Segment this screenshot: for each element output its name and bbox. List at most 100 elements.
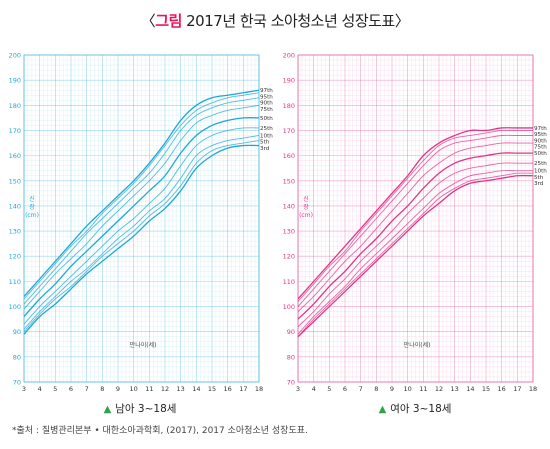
y-tick-label: 70 — [287, 379, 295, 387]
y-tick-label: 170 — [9, 127, 21, 135]
x-tick-label: 3 — [22, 385, 26, 393]
series-label-95th: 95th — [260, 94, 273, 100]
y-tick-label: 80 — [287, 353, 295, 361]
series-line-10th — [23, 135, 260, 330]
caption-boys-label: 남아 3~18세 — [115, 403, 177, 415]
x-tick-label: 11 — [419, 385, 427, 393]
y-tick-label: 190 — [283, 77, 295, 85]
y-tick-label: 120 — [9, 253, 21, 261]
x-tick-label: 11 — [145, 385, 153, 393]
x-tick-label: 6 — [69, 385, 73, 393]
x-tick-label: 14 — [192, 385, 200, 393]
y-tick-label: 180 — [9, 102, 21, 110]
x-tick-label: 10 — [404, 385, 412, 393]
x-tick-label: 16 — [498, 385, 506, 393]
x-tick-label: 12 — [435, 385, 443, 393]
y-tick-label: 170 — [283, 127, 295, 135]
y-tick-label: 160 — [283, 152, 295, 160]
y-tick-label: 190 — [9, 77, 21, 85]
series-label-75th: 75th — [534, 145, 547, 151]
x-tick-label: 18 — [255, 385, 263, 393]
series-label-90th: 90th — [534, 138, 547, 144]
source-note: *출처 : 질병관리본부 • 대한소아과학회, (2017), 2017 소아청… — [12, 426, 308, 436]
y-tick-label: 200 — [283, 52, 295, 60]
y-tick-label: 90 — [13, 328, 21, 336]
y-tick-label: 120 — [283, 253, 295, 261]
series-line-25th — [297, 162, 533, 327]
x-tick-label: 18 — [529, 385, 537, 393]
x-tick-label: 6 — [343, 385, 347, 393]
y-axis-label: (cm) — [299, 212, 313, 219]
series-label-5th: 5th — [534, 175, 544, 181]
series-line-3rd — [297, 174, 534, 338]
y-tick-label: 100 — [9, 303, 21, 311]
series-line-3rd — [23, 144, 260, 335]
title-open-bracket: 〈 — [140, 12, 156, 30]
series-line-95th — [23, 92, 260, 300]
series-label-95th: 95th — [534, 132, 547, 138]
y-tick-label: 110 — [283, 278, 295, 286]
series-label-5th: 5th — [260, 140, 270, 146]
y-tick-label: 130 — [283, 228, 295, 236]
series-line-97th — [23, 89, 260, 297]
x-tick-label: 12 — [161, 385, 169, 393]
x-tick-label: 7 — [85, 385, 89, 393]
series-line-75th — [23, 104, 260, 310]
title-accent: 그림 — [155, 12, 182, 30]
series-line-10th — [297, 170, 533, 335]
x-tick-label: 8 — [374, 385, 378, 393]
x-tick-label: 17 — [513, 385, 521, 393]
x-tick-label: 8 — [100, 385, 104, 393]
x-axis-label: 만나이(세) — [404, 341, 431, 349]
x-tick-label: 13 — [451, 385, 459, 393]
series-label-25th: 25th — [260, 126, 273, 132]
x-tick-label: 7 — [359, 385, 363, 393]
y-axis-label: 신 — [303, 195, 309, 203]
series-line-25th — [23, 127, 260, 325]
y-tick-label: 150 — [9, 177, 21, 185]
x-tick-label: 15 — [482, 385, 490, 393]
caption-girls: ▲ 여아 3~18세 — [345, 401, 485, 416]
series-label-10th: 10th — [534, 169, 547, 175]
series-label-10th: 10th — [260, 133, 273, 139]
series-label-50th: 50th — [260, 116, 273, 122]
title-text: 2017년 한국 소아청소년 성장도표 — [181, 12, 395, 30]
series-label-50th: 50th — [534, 151, 547, 157]
x-tick-label: 9 — [116, 385, 120, 393]
plot-frame — [297, 54, 534, 383]
x-tick-label: 17 — [239, 385, 247, 393]
y-axis-label: 장 — [303, 203, 309, 211]
x-tick-label: 3 — [296, 385, 300, 393]
series-line-5th — [23, 140, 260, 332]
caption-boys-triangle-icon: ▲ — [103, 404, 112, 415]
x-axis-label: 만나이(세) — [130, 341, 157, 349]
series-line-95th — [297, 129, 533, 302]
y-axis-label: (cm) — [25, 212, 39, 219]
y-tick-label: 110 — [9, 278, 21, 286]
series-label-97th: 97th — [260, 88, 273, 94]
series-line-97th — [297, 127, 533, 300]
x-tick-label: 10 — [130, 385, 138, 393]
y-tick-label: 150 — [283, 177, 295, 185]
y-tick-label: 180 — [283, 102, 295, 110]
x-tick-label: 4 — [312, 385, 316, 393]
series-label-25th: 25th — [534, 161, 547, 167]
x-tick-label: 9 — [390, 385, 394, 393]
x-tick-label: 5 — [327, 385, 331, 393]
y-tick-label: 130 — [9, 228, 21, 236]
y-tick-label: 140 — [283, 202, 295, 210]
series-line-50th — [23, 117, 260, 318]
series-label-3rd: 3rd — [260, 146, 270, 152]
series-line-90th — [23, 97, 260, 305]
y-axis-label: 신 — [29, 195, 35, 203]
plot-frame — [23, 54, 260, 383]
series-line-75th — [297, 142, 533, 312]
x-tick-label: 14 — [466, 385, 474, 393]
series-label-97th: 97th — [534, 126, 547, 132]
series-line-5th — [297, 172, 534, 338]
chart-panel-2: 70 80 90 100 110 120 130 140 150 160 170 180 190 200 3… — [283, 52, 548, 394]
caption-girls-triangle-icon: ▲ — [378, 404, 387, 415]
x-tick-label: 16 — [224, 385, 232, 393]
series-label-3rd: 3rd — [534, 181, 544, 187]
